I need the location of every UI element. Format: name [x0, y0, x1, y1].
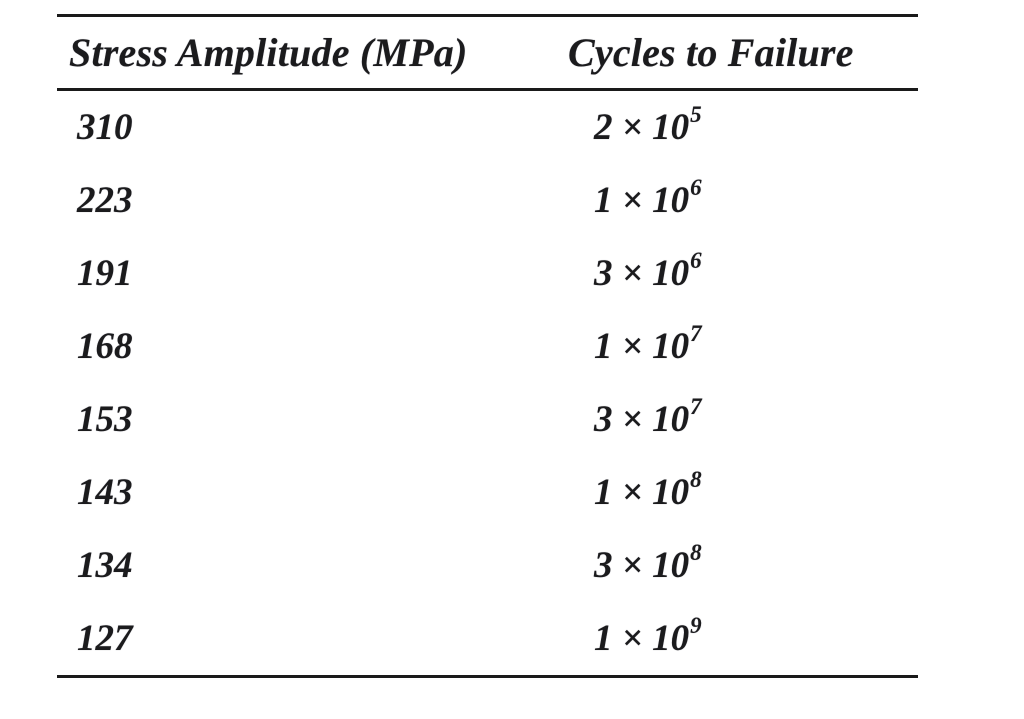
- cycles-value: 3 × 108: [568, 541, 918, 587]
- column-header-cycles-to-failure: Cycles to Failure: [568, 30, 854, 75]
- cycles-mantissa: 3 × 10: [594, 253, 690, 294]
- cycles-exponent: 7: [690, 394, 702, 420]
- stress-value: 143: [77, 472, 133, 513]
- cycles-mantissa: 1 × 10: [594, 180, 690, 221]
- cycles-value: 3 × 106: [568, 249, 918, 295]
- cycles-value: 1 × 106: [568, 176, 918, 222]
- cycles-value: 3 × 107: [568, 395, 918, 441]
- stress-value: 223: [77, 180, 133, 221]
- cycles-exponent: 8: [690, 467, 702, 493]
- cycles-value: 1 × 108: [568, 468, 918, 514]
- cycles-mantissa: 1 × 10: [594, 618, 690, 659]
- cycles-mantissa: 1 × 10: [594, 472, 690, 513]
- cycles-mantissa: 1 × 10: [594, 326, 690, 367]
- cycles-mantissa: 3 × 10: [594, 399, 690, 440]
- cycles-mantissa: 2 × 10: [594, 107, 690, 148]
- table-row: 127 1 × 109: [57, 602, 918, 675]
- table-row: 143 1 × 108: [57, 456, 918, 529]
- cycles-value: 2 × 105: [568, 103, 918, 149]
- stress-value: 153: [77, 399, 133, 440]
- cycles-exponent: 9: [690, 613, 702, 639]
- table-header-row: Stress Amplitude (MPa) Cycles to Failure: [57, 17, 918, 91]
- stress-value: 310: [77, 107, 133, 148]
- cycles-exponent: 8: [690, 540, 702, 566]
- table-row: 134 3 × 108: [57, 529, 918, 602]
- cycles-exponent: 5: [690, 102, 702, 128]
- stress-value: 134: [77, 545, 133, 586]
- table-row: 310 2 × 105: [57, 91, 918, 164]
- column-header-stress-amplitude: Stress Amplitude (MPa): [69, 30, 468, 75]
- table-row: 223 1 × 106: [57, 164, 918, 237]
- cycles-value: 1 × 107: [568, 322, 918, 368]
- cycles-mantissa: 3 × 10: [594, 545, 690, 586]
- stress-value: 127: [77, 618, 133, 659]
- fatigue-data-table: Stress Amplitude (MPa) Cycles to Failure…: [57, 14, 918, 678]
- stress-value: 191: [77, 253, 133, 294]
- table-row: 168 1 × 107: [57, 310, 918, 383]
- cycles-exponent: 6: [690, 175, 702, 201]
- cycles-exponent: 7: [690, 321, 702, 347]
- stress-value: 168: [77, 326, 133, 367]
- table-row: 191 3 × 106: [57, 237, 918, 310]
- cycles-exponent: 6: [690, 248, 702, 274]
- cycles-value: 1 × 109: [568, 614, 918, 660]
- table-row: 153 3 × 107: [57, 383, 918, 456]
